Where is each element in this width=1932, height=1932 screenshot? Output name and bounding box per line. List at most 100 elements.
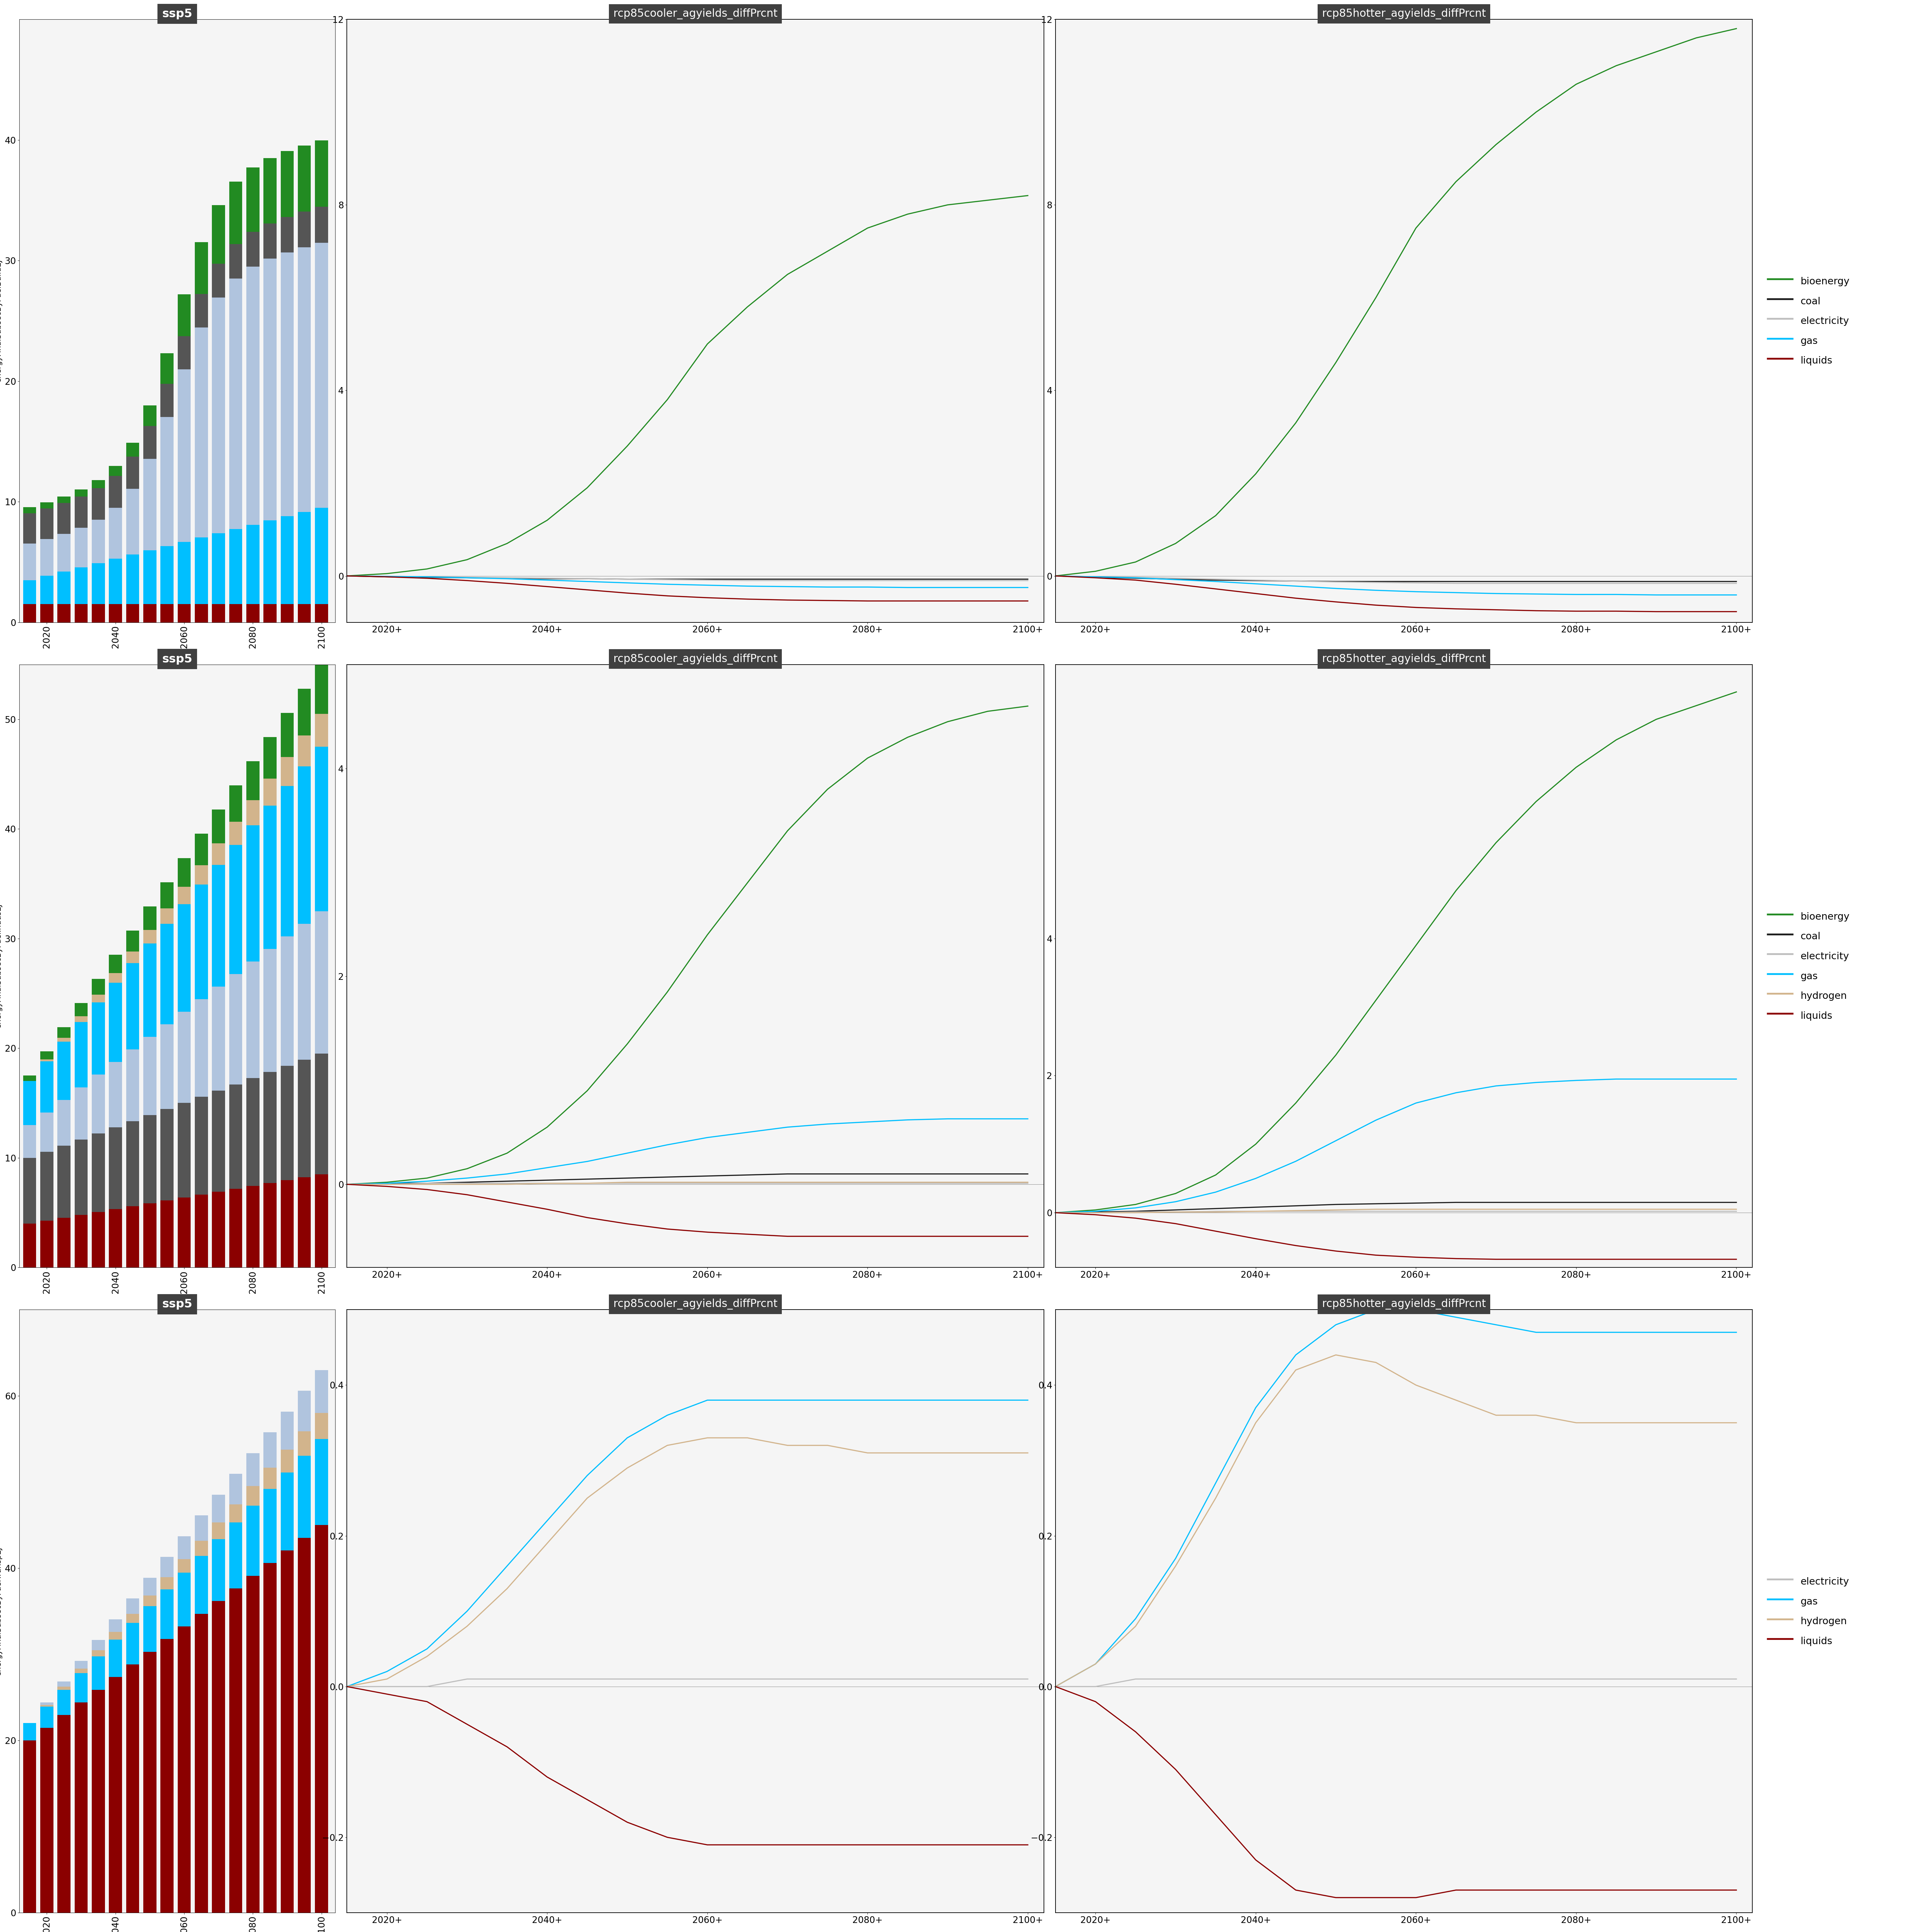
Bar — [298, 767, 311, 923]
Bar — [75, 1702, 87, 1913]
Bar — [230, 1588, 242, 1913]
Bar — [160, 1557, 174, 1577]
Bar — [58, 1037, 70, 1041]
Bar — [230, 529, 242, 605]
Bar — [143, 605, 156, 622]
Bar — [126, 1623, 139, 1663]
Bar — [143, 1596, 156, 1605]
Bar — [126, 456, 139, 489]
Bar — [280, 1412, 294, 1449]
Bar — [280, 757, 294, 786]
Bar — [126, 1613, 139, 1623]
Bar — [23, 1076, 37, 1082]
Bar — [298, 1432, 311, 1455]
Bar — [41, 1151, 54, 1221]
Bar — [93, 562, 104, 605]
Bar — [143, 427, 156, 458]
Bar — [195, 1515, 209, 1540]
Bar — [143, 406, 156, 427]
Bar — [298, 1538, 311, 1913]
Bar — [93, 489, 104, 520]
Bar — [195, 835, 209, 866]
Bar — [178, 858, 191, 887]
Bar — [315, 713, 328, 748]
Bar — [280, 937, 294, 1066]
Bar — [143, 943, 156, 1037]
Bar — [263, 158, 276, 224]
Bar — [143, 906, 156, 929]
Bar — [23, 1723, 37, 1741]
Bar — [160, 923, 174, 1024]
Bar — [230, 1505, 242, 1522]
Bar — [245, 761, 259, 800]
Bar — [178, 904, 191, 1012]
Bar — [108, 558, 122, 605]
Bar — [93, 520, 104, 562]
Title: rcp85hotter_agyields_diffPrcnt: rcp85hotter_agyields_diffPrcnt — [1321, 1298, 1486, 1310]
Bar — [178, 369, 191, 541]
Bar — [213, 1090, 224, 1192]
Bar — [195, 537, 209, 605]
Bar — [75, 1662, 87, 1669]
Bar — [263, 806, 276, 949]
Bar — [160, 1638, 174, 1913]
Bar — [75, 1669, 87, 1673]
Bar — [126, 605, 139, 622]
Title: rcp85cooler_agyields_diffPrcnt: rcp85cooler_agyields_diffPrcnt — [612, 653, 777, 665]
Bar — [178, 1627, 191, 1913]
Bar — [195, 242, 209, 294]
Bar — [230, 278, 242, 529]
Bar — [41, 1059, 54, 1061]
Bar — [160, 1200, 174, 1267]
Bar — [315, 1175, 328, 1267]
Bar — [230, 1084, 242, 1188]
Bar — [126, 1121, 139, 1206]
Bar — [230, 605, 242, 622]
Y-axis label: energyFinalSubsecByFuelBuildEJ: energyFinalSubsecByFuelBuildEJ — [0, 259, 2, 383]
Bar — [195, 1097, 209, 1194]
Bar — [143, 1652, 156, 1913]
Bar — [280, 605, 294, 622]
Bar — [41, 576, 54, 605]
Bar — [263, 949, 276, 1072]
Bar — [41, 1706, 54, 1727]
Bar — [108, 1677, 122, 1913]
Bar — [23, 1124, 37, 1157]
Bar — [245, 800, 259, 825]
Bar — [230, 1522, 242, 1588]
Bar — [23, 1157, 37, 1223]
Bar — [213, 298, 224, 533]
Bar — [93, 1003, 104, 1074]
Bar — [315, 141, 328, 207]
Bar — [315, 912, 328, 1053]
Bar — [315, 207, 328, 243]
Bar — [58, 1028, 70, 1037]
Bar — [213, 205, 224, 263]
Bar — [75, 1215, 87, 1267]
Title: rcp85hotter_agyields_diffPrcnt: rcp85hotter_agyields_diffPrcnt — [1321, 653, 1486, 665]
Bar — [75, 497, 87, 527]
Bar — [23, 605, 37, 622]
Bar — [298, 1455, 311, 1538]
Bar — [178, 887, 191, 904]
Bar — [298, 213, 311, 247]
Bar — [178, 1103, 191, 1198]
Bar — [160, 1109, 174, 1200]
Bar — [245, 1078, 259, 1186]
Bar — [263, 1490, 276, 1563]
Bar — [108, 1209, 122, 1267]
Bar — [143, 458, 156, 551]
Bar — [263, 1432, 276, 1468]
Bar — [315, 665, 328, 713]
Bar — [126, 1206, 139, 1267]
Bar — [108, 475, 122, 508]
Bar — [126, 1663, 139, 1913]
Bar — [280, 516, 294, 605]
Bar — [178, 294, 191, 336]
Bar — [93, 481, 104, 489]
Bar — [58, 1099, 70, 1146]
Bar — [58, 502, 70, 533]
Bar — [93, 995, 104, 1003]
Bar — [195, 999, 209, 1097]
Title: ssp5: ssp5 — [162, 1298, 193, 1310]
